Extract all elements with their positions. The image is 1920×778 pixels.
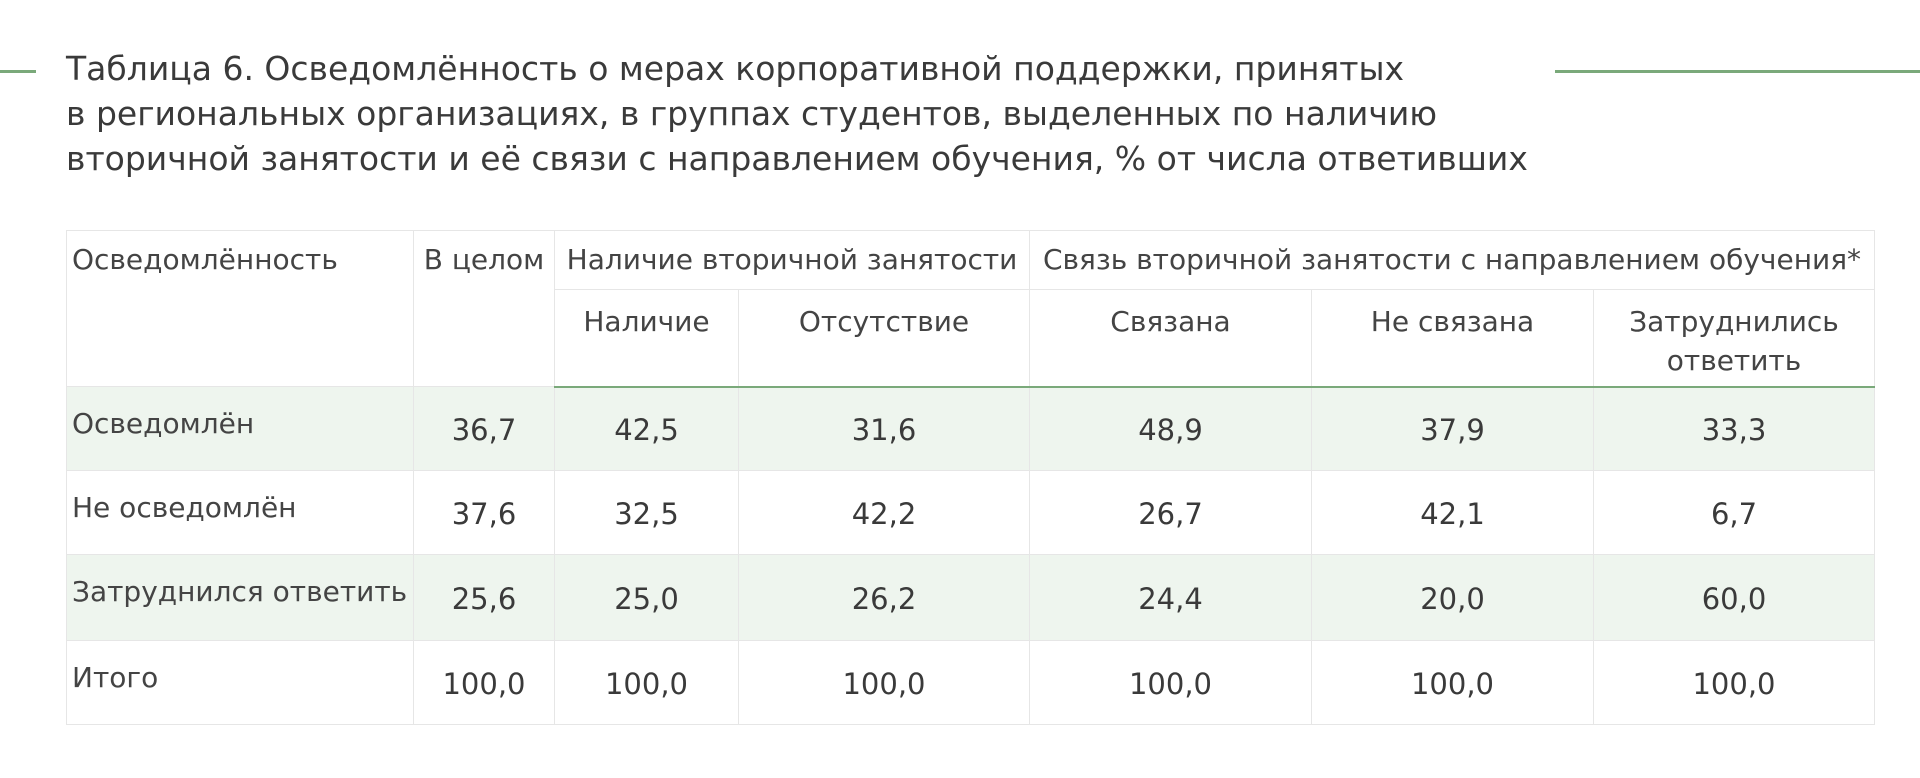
header-related: Связана xyxy=(1029,289,1312,388)
cell-value: 100,0 xyxy=(413,640,555,725)
cell-value: 100,0 xyxy=(554,640,739,725)
cell-value: 42,5 xyxy=(554,386,739,471)
cell-value: 6,7 xyxy=(1593,470,1875,555)
cell-value: 60,0 xyxy=(1593,554,1875,641)
row-label: Осведомлён xyxy=(66,386,414,471)
decorative-rule-right xyxy=(1555,70,1920,73)
data-table: Осведомлённость В целом Наличие вторично… xyxy=(66,230,1875,725)
table-row: Не осведомлён 37,6 32,5 42,2 26,7 42,1 6… xyxy=(66,470,1875,555)
cell-value: 37,6 xyxy=(413,470,555,555)
decorative-rule-left xyxy=(0,70,36,73)
cell-value: 100,0 xyxy=(1593,640,1875,725)
cell-value: 42,1 xyxy=(1311,470,1594,555)
cell-value: 25,0 xyxy=(554,554,739,641)
table-title: Таблица 6. Осведомлённость о мерах корпо… xyxy=(66,46,1546,181)
cell-value: 100,0 xyxy=(738,640,1030,725)
cell-value: 36,7 xyxy=(413,386,555,471)
header-not-related: Не связана xyxy=(1311,289,1594,388)
title-line-2: в региональных организациях, в группах с… xyxy=(66,94,1438,133)
header-absence: Отсутствие xyxy=(738,289,1030,388)
cell-value: 100,0 xyxy=(1029,640,1312,725)
cell-value: 48,9 xyxy=(1029,386,1312,471)
table-row: Затруднился ответить 25,6 25,0 26,2 24,4… xyxy=(66,554,1875,641)
header-hard-to-say: Затруднились ответить xyxy=(1593,289,1875,388)
row-label: Затруднился ответить xyxy=(66,554,414,641)
cell-value: 24,4 xyxy=(1029,554,1312,641)
header-awareness: Осведомлённость xyxy=(66,230,414,387)
cell-value: 100,0 xyxy=(1311,640,1594,725)
cell-value: 25,6 xyxy=(413,554,555,641)
cell-value: 33,3 xyxy=(1593,386,1875,471)
cell-value: 26,7 xyxy=(1029,470,1312,555)
row-label: Не осведомлён xyxy=(66,470,414,555)
cell-value: 20,0 xyxy=(1311,554,1594,641)
cell-value: 32,5 xyxy=(554,470,739,555)
header-secondary-employment: Наличие вторичной занятости xyxy=(554,230,1030,290)
cell-value: 42,2 xyxy=(738,470,1030,555)
header-relation: Связь вторичной занятости с направлением… xyxy=(1029,230,1875,290)
cell-value: 31,6 xyxy=(738,386,1030,471)
title-line-1: Таблица 6. Осведомлённость о мерах корпо… xyxy=(66,49,1405,88)
table-row: Итого 100,0 100,0 100,0 100,0 100,0 100,… xyxy=(66,640,1875,725)
header-total: В целом xyxy=(413,230,555,387)
title-line-3: вторичной занятости и её связи с направл… xyxy=(66,139,1528,178)
cell-value: 37,9 xyxy=(1311,386,1594,471)
table-row: Осведомлён 36,7 42,5 31,6 48,9 37,9 33,3 xyxy=(66,386,1875,471)
header-presence: Наличие xyxy=(554,289,739,388)
row-label: Итого xyxy=(66,640,414,725)
cell-value: 26,2 xyxy=(738,554,1030,641)
